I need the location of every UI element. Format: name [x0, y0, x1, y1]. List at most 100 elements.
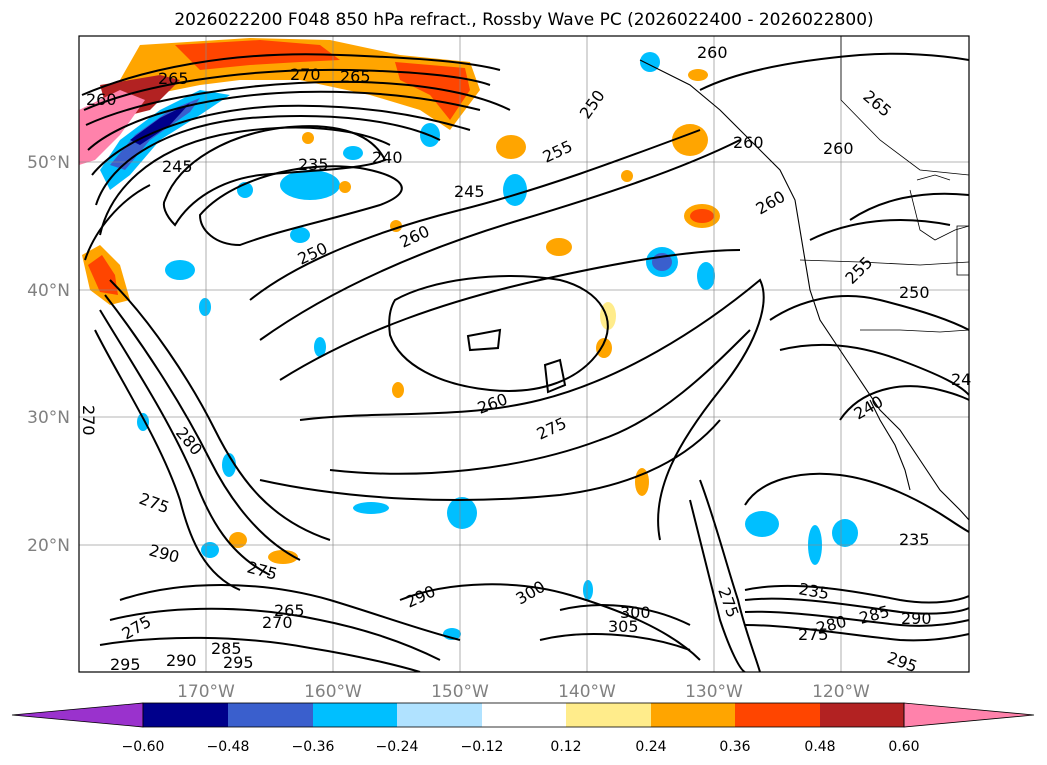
blob [137, 413, 149, 431]
colorbar-tick: 0.60 [888, 739, 919, 755]
contour-label: 290 [166, 651, 197, 670]
lon-label: 170°W [177, 682, 235, 702]
blob [745, 511, 779, 537]
map-frame [78, 35, 970, 673]
contour-label: 270 [262, 613, 293, 632]
contour-label: 285 [211, 639, 242, 658]
colorbar-bin [735, 703, 820, 727]
blob [353, 502, 389, 514]
colorbar-bin [566, 703, 651, 727]
blob [503, 174, 527, 206]
blob [697, 262, 715, 290]
contour-label: 295 [223, 653, 254, 672]
blob [229, 532, 247, 548]
colorbar-tick: −0.24 [376, 739, 419, 755]
coastlines [639, 36, 969, 521]
blob [832, 519, 858, 547]
blob [621, 170, 633, 182]
colorbar-tick: 0.12 [550, 739, 581, 755]
contour-lines [81, 52, 969, 672]
lon-label: 150°W [431, 682, 489, 702]
colorbar-tick: −0.36 [292, 739, 335, 755]
blob [199, 298, 211, 316]
colorbar-bin [651, 703, 735, 727]
contour-label: 260 [823, 139, 854, 158]
colorbar-tick: −0.48 [207, 739, 250, 755]
colorbar-bin [820, 703, 904, 727]
contour-label: 260 [733, 133, 764, 152]
blob [688, 69, 708, 81]
colorbar-tick: −0.60 [122, 739, 165, 755]
blob [447, 497, 477, 529]
blob [290, 227, 310, 243]
colorbar-bin [482, 703, 566, 727]
blob [546, 238, 572, 256]
lat-label: 40°N [27, 281, 70, 301]
negative-anomaly-band [100, 90, 230, 190]
lon-label: 130°W [685, 682, 743, 702]
colorbar-outline [142, 702, 905, 728]
blob [280, 170, 340, 200]
lat-label: 30°N [27, 408, 70, 428]
blob [343, 146, 363, 160]
colorbar-bin [313, 703, 397, 727]
negative-anomaly-band-deep [130, 103, 190, 145]
lat-labels: 50°N 40°N 30°N 20°N [27, 153, 70, 556]
colorbar-tick: 0.48 [804, 739, 835, 755]
colorbar-bin [228, 703, 313, 727]
lon-labels: 170°W 160°W 150°W 140°W 130°W 120°W [177, 682, 870, 702]
colorbar-tick: −0.12 [461, 739, 504, 755]
lat-label: 20°N [27, 536, 70, 556]
contour-label: 265 [274, 601, 305, 620]
contour-label: 260 [697, 43, 728, 62]
blob [302, 132, 314, 144]
colorbar: −0.60 −0.48 −0.36 −0.24 −0.12 0.12 0.24 … [11, 702, 1035, 755]
blob [672, 124, 708, 156]
colorbar-ticks: −0.60 −0.48 −0.36 −0.24 −0.12 0.12 0.24 … [122, 739, 920, 755]
contour-label: 295 [110, 655, 141, 674]
lat-label: 50°N [27, 153, 70, 173]
contour-label: 235 [899, 530, 930, 549]
contour-label: 265 [340, 67, 371, 86]
contour-label: 235 [298, 155, 329, 174]
contour-label: 240 [372, 148, 403, 167]
lon-label: 160°W [304, 682, 362, 702]
blob [268, 550, 298, 564]
contour-label: 250 [899, 283, 930, 302]
blob [222, 453, 236, 477]
colorbar-extend-right [903, 702, 1035, 728]
blob [690, 209, 714, 223]
blob [314, 337, 326, 357]
positive-anomaly-west-core [88, 255, 118, 295]
blob [596, 338, 612, 358]
lon-label: 140°W [558, 682, 616, 702]
blob [201, 542, 219, 558]
blob [583, 580, 593, 600]
blob [496, 135, 526, 159]
colorbar-bin [397, 703, 482, 727]
contour-label: 290 [901, 609, 932, 628]
colorbar-bin [143, 703, 228, 727]
contour-label: 270 [79, 405, 98, 436]
blob [392, 382, 404, 398]
contour-label: 265 [158, 69, 189, 88]
contour-label: 300 [620, 603, 651, 622]
colorbar-extend-left [11, 702, 144, 728]
map-panel [79, 36, 969, 672]
graticule [79, 36, 969, 672]
blob [339, 181, 351, 193]
contour-label: 270 [290, 65, 321, 84]
contour-label: 305 [608, 617, 639, 636]
contour-label: 260 [86, 90, 117, 109]
lon-label: 120°W [812, 682, 870, 702]
colorbar-tick: 0.36 [719, 739, 750, 755]
contour-labels: 265 270 265 260 245 235 240 250 255 245 … [79, 43, 971, 676]
contour-label: 275 [798, 625, 829, 644]
contour-label: 24 [951, 370, 971, 389]
figure-title: 2026022200 F048 850 hPa refract., Rossby… [174, 10, 873, 30]
colorbar-tick: 0.24 [635, 739, 666, 755]
blob [165, 260, 195, 280]
contour-label: 245 [454, 182, 485, 201]
contour-label: 245 [162, 157, 193, 176]
